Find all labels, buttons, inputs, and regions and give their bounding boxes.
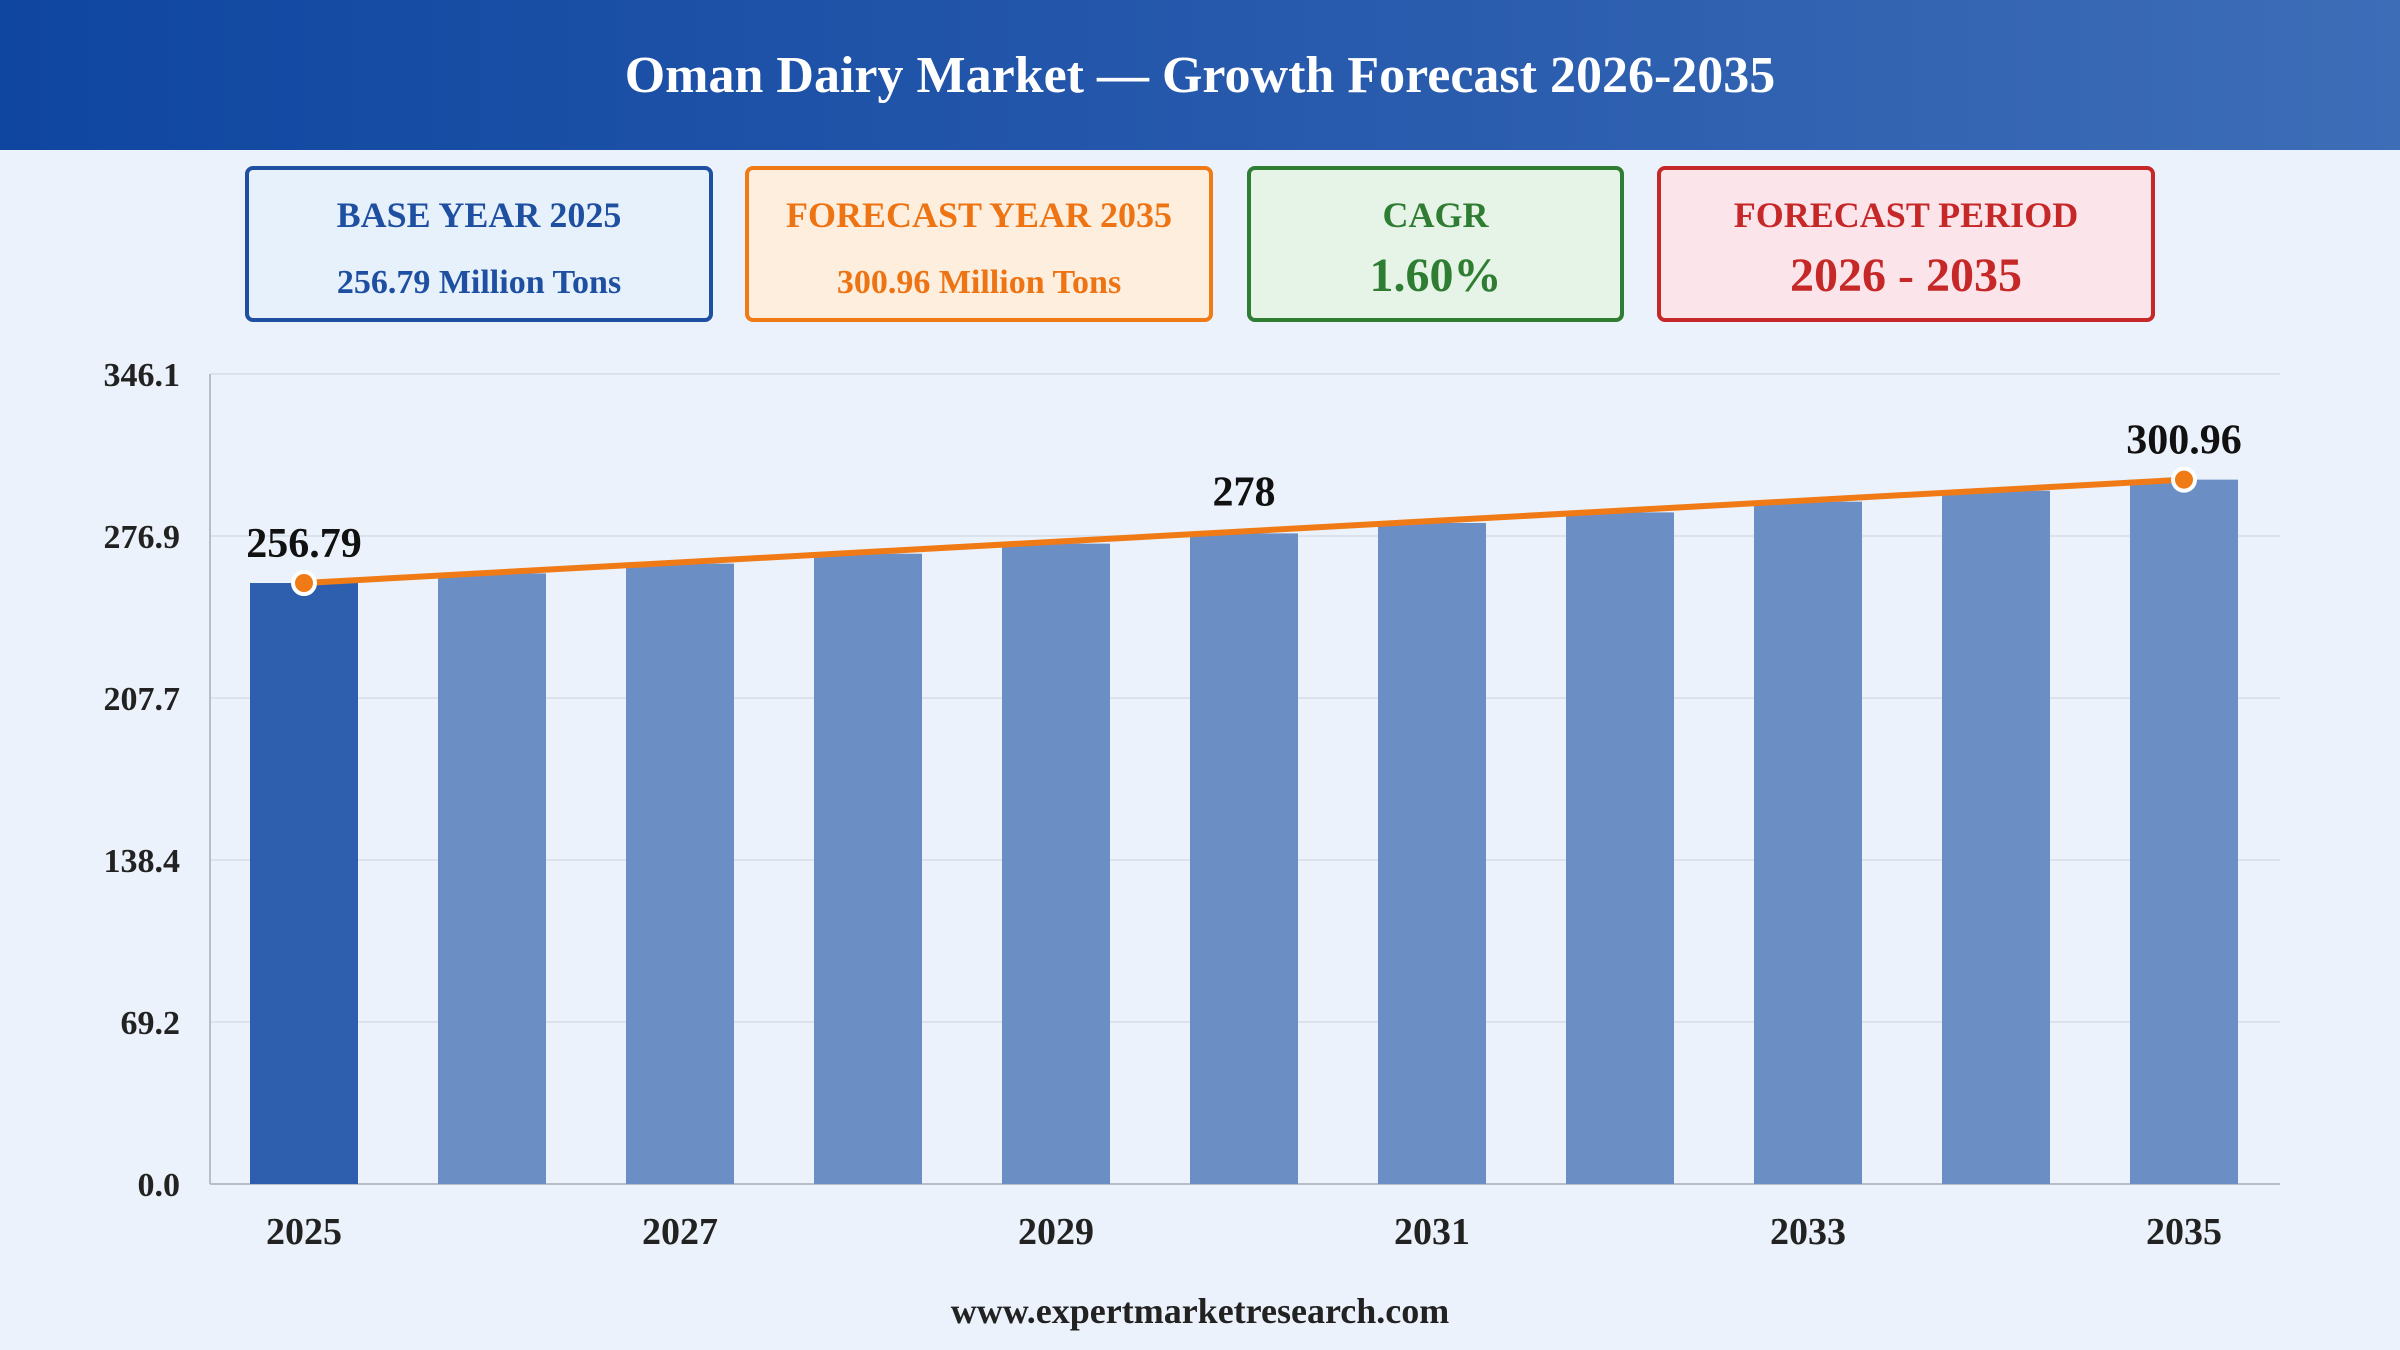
- trend-point-start: [291, 570, 317, 597]
- bar-2032: [1566, 512, 1674, 1184]
- x-tick-label: 2033: [1770, 1211, 1846, 1253]
- bar-2034: [1942, 490, 2050, 1184]
- bar-2031: [1378, 522, 1486, 1184]
- y-tick-label: 207.7: [104, 681, 181, 718]
- source-website: www.expertmarketresearch.com: [950, 1291, 1450, 1331]
- forecast-period-value: 2026 - 2035: [1790, 249, 2022, 302]
- forecast-period-card: FORECAST PERIOD 2026 - 2035: [1657, 166, 2155, 322]
- base-year-value: 256.79 Million Tons: [336, 264, 622, 301]
- x-tick-label: 2035: [2146, 1211, 2222, 1253]
- bar-2025: [250, 583, 358, 1184]
- bar-2033: [1754, 501, 1862, 1185]
- x-tick-label: 2025: [266, 1211, 342, 1253]
- y-tick-label: 276.9: [104, 519, 181, 556]
- data-label-2025: 256.79: [246, 521, 362, 567]
- cagr-value: 1.60%: [1369, 249, 1502, 302]
- header-banner: Oman Dairy Market — Growth Forecast 2026…: [0, 0, 2400, 150]
- forecast-year-value: 300.96 Million Tons: [836, 264, 1122, 301]
- x-tick-label: 2029: [1018, 1211, 1094, 1253]
- bar-2027: [626, 563, 734, 1184]
- x-tick-label: 2031: [1394, 1211, 1470, 1253]
- bar-2030: [1190, 533, 1298, 1184]
- y-tick-label: 346.1: [104, 357, 181, 394]
- data-label-2030: 278: [1213, 469, 1276, 515]
- base-year-card: BASE YEAR 2025 256.79 Million Tons: [245, 166, 713, 322]
- bar-2029: [1002, 543, 1110, 1184]
- forecast-period-label: FORECAST PERIOD: [1733, 195, 2079, 235]
- trend-line: [301, 476, 2187, 587]
- forecast-year-label: FORECAST YEAR 2035: [785, 195, 1173, 235]
- bar-2026: [438, 573, 546, 1184]
- cagr-card: CAGR 1.60%: [1247, 166, 1624, 322]
- forecast-year-card: FORECAST YEAR 2035 300.96 Million Tons: [745, 166, 1213, 322]
- bar-2035: [2130, 479, 2238, 1184]
- x-tick-label: 2027: [642, 1211, 718, 1253]
- y-tick-label: 138.4: [104, 843, 181, 880]
- trend-point-end: [2171, 466, 2197, 493]
- cagr-label: CAGR: [1382, 195, 1489, 235]
- base-year-label: BASE YEAR 2025: [336, 195, 622, 235]
- page-title: Oman Dairy Market — Growth Forecast 2026…: [624, 46, 1776, 104]
- y-tick-label: 0.0: [138, 1167, 181, 1204]
- bar-2028: [814, 553, 922, 1184]
- data-label-2035: 300.96: [2126, 418, 2242, 464]
- y-tick-label: 69.2: [121, 1005, 181, 1042]
